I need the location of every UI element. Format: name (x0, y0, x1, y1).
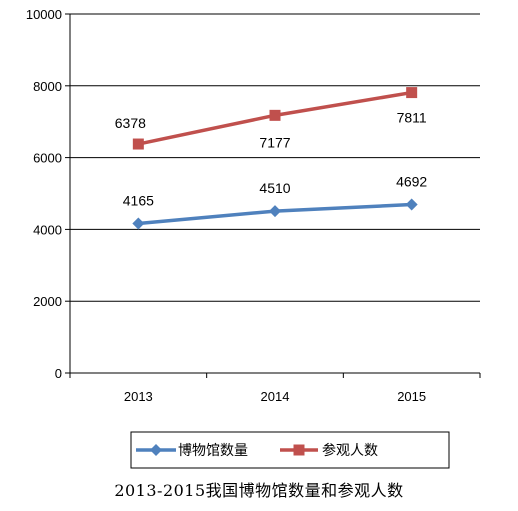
data-label: 4692 (396, 174, 427, 190)
data-label: 4165 (123, 192, 154, 208)
chart-caption: 2013-2015我国博物馆数量和参观人数 (114, 481, 404, 500)
legend-marker-square (293, 444, 305, 456)
x-tick-label: 2015 (397, 389, 426, 404)
data-point-diamond (405, 198, 418, 211)
data-point-square (406, 87, 418, 99)
data-label: 6378 (115, 115, 146, 131)
axes (65, 13, 481, 378)
y-tick-label: 6000 (33, 151, 62, 166)
y-tick-label: 2000 (33, 294, 62, 309)
legend: 博物馆数量 参观人数 (130, 431, 450, 469)
data-point-diamond (132, 217, 145, 230)
y-tick-label: 8000 (33, 79, 62, 94)
y-tick-label: 0 (55, 366, 62, 381)
line-chart: 0 2000 4000 6000 8000 10000 2013 2014 2015 4165… (26, 7, 481, 469)
x-tick-label: 2013 (124, 389, 153, 404)
data-label: 7811 (397, 110, 427, 126)
legend-label: 博物馆数量 (178, 442, 248, 459)
y-tick-labels: 0 2000 4000 6000 8000 10000 (26, 7, 62, 381)
series-group: 4165 4510 4692 6378 7177 7811 (115, 87, 427, 230)
gridlines (70, 13, 480, 302)
legend-label: 参观人数 (322, 442, 378, 459)
legend-marker-diamond (150, 444, 162, 456)
data-label: 7177 (259, 134, 290, 150)
x-tick-label: 2014 (261, 389, 290, 404)
data-point-diamond (269, 205, 281, 218)
x-tick-labels: 2013 2014 2015 (124, 389, 426, 404)
data-point-square (132, 138, 144, 150)
y-tick-label: 4000 (33, 222, 62, 237)
y-tick-label: 10000 (26, 7, 62, 22)
data-label: 4510 (259, 180, 290, 196)
data-point-square (269, 109, 281, 121)
